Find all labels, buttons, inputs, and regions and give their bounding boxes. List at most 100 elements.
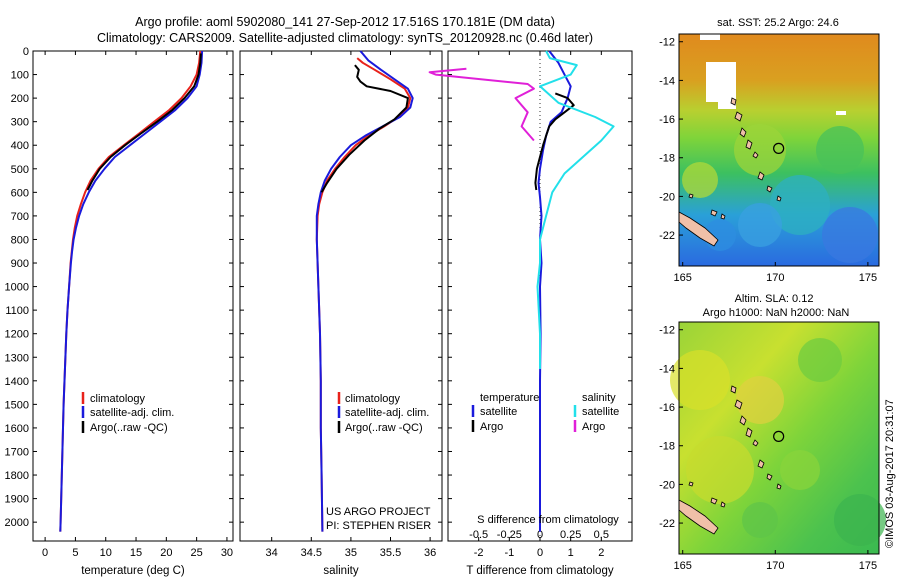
x-tick-label: 35 <box>345 547 357 559</box>
lat-tick-label: -14 <box>659 363 675 375</box>
legend-label-temp-argo: Argo <box>480 421 503 433</box>
lat-tick-label: -22 <box>659 518 675 530</box>
x-tick-label: 2 <box>598 547 604 559</box>
project-annotation: US ARGO PROJECT <box>326 506 431 518</box>
s-diff-tick-label: -0.25 <box>497 529 522 541</box>
salinity-panel: 34 34.5 35 35.5 36 <box>240 50 442 559</box>
lat-tick-label: -14 <box>659 75 675 87</box>
island-outline <box>720 213 726 220</box>
depth-tick-label: 1100 <box>5 305 29 317</box>
depth-tick-label: 0 <box>23 46 29 58</box>
s-diff-tick-label: 0.5 <box>594 529 609 541</box>
island-outline <box>710 497 718 505</box>
imos-credit: ©IMOS 03-Aug-2017 20:31:07 <box>884 399 896 548</box>
salinity-legend: climatology satellite-adj. clim. Argo(..… <box>337 392 429 434</box>
island-outline <box>678 211 719 247</box>
x-tick-label: 34 <box>266 547 278 559</box>
sla-patch <box>736 376 784 424</box>
x-tick-label: -1 <box>504 547 514 559</box>
lat-tick-label: -20 <box>659 479 675 491</box>
island-outline <box>757 171 765 181</box>
lat-tick-label: -12 <box>659 37 675 49</box>
series-line-satellite-adj-clim- <box>315 50 414 532</box>
argo-position-marker <box>773 142 785 154</box>
island-outline <box>766 473 773 481</box>
island-outline <box>752 151 759 159</box>
depth-tick-label: 500 <box>11 164 29 176</box>
s-difference-axis-label: S difference from climatology <box>477 514 619 526</box>
island-outline <box>757 459 765 469</box>
x-tick-label: 34.5 <box>301 547 322 559</box>
s-diff-tick-label: -0.5 <box>469 529 488 541</box>
lon-tick-label: 175 <box>859 560 877 572</box>
lat-tick-label: -12 <box>659 325 675 337</box>
sst-patch <box>816 126 864 174</box>
island-outline <box>730 385 737 394</box>
depth-axis-labels: 0 100 200 300 400 500 600 700 800 900 1000 1100 1200… <box>5 46 29 529</box>
series-line-satellite-adj-clim- <box>59 50 204 532</box>
sst-field-patches <box>682 124 878 263</box>
temperature-panel-frame <box>32 50 234 542</box>
legend-label-satellite: satellite-adj. clim. <box>345 407 429 419</box>
legend-label-argo: Argo(..raw -QC) <box>90 422 168 434</box>
x-tick-label: 1 <box>568 547 574 559</box>
legend-label-climatology: climatology <box>345 393 401 405</box>
depth-tick-label: 300 <box>11 117 29 129</box>
sst-patch <box>738 203 782 247</box>
island-outline <box>678 499 719 535</box>
x-tick-label: 15 <box>130 547 142 559</box>
depth-tick-label: 1700 <box>5 446 29 458</box>
island-outline <box>710 209 718 217</box>
s-diff-tick-label: 0.25 <box>560 529 581 541</box>
sla-patch <box>670 350 730 410</box>
lon-tick-label: 175 <box>859 272 877 284</box>
difference-legend: temperature salinity satellite Argo sate… <box>471 392 619 433</box>
legend-label-temp-satellite: satellite <box>480 406 517 418</box>
sla-patch <box>742 502 778 538</box>
depth-tick-label: 1000 <box>5 282 29 294</box>
series-line-argo-raw-qc- <box>86 53 202 191</box>
sla-map-axes: 165 170 175 -12 -14 -16 -18 -20 -22 <box>659 325 877 572</box>
island-outline <box>776 483 782 490</box>
depth-tick-label: 900 <box>11 258 29 270</box>
island-outline <box>688 481 694 487</box>
lon-tick-label: 170 <box>766 560 784 572</box>
depth-tick-label: 600 <box>11 187 29 199</box>
sst-map-frame <box>678 33 880 267</box>
sla-map-subtitle: Argo h1000: NaN h2000: NaN <box>703 307 850 319</box>
x-tick-label: 30 <box>221 547 233 559</box>
sla-patch <box>686 436 754 504</box>
depth-tick-label: 700 <box>11 211 29 223</box>
legend-label-argo: Argo(..raw -QC) <box>345 422 423 434</box>
sst-patch <box>822 207 878 263</box>
pi-annotation: PI: STEPHEN RISER <box>326 520 431 532</box>
figure-title-line1: Argo profile: aoml 5902080_141 27-Sep-20… <box>135 15 555 29</box>
x-tick-label: 25 <box>191 547 203 559</box>
lon-tick-label: 165 <box>674 272 692 284</box>
x-tick-label: -2 <box>474 547 484 559</box>
depth-tick-label: 1800 <box>5 470 29 482</box>
sst-patch <box>734 124 786 176</box>
salinity-axis-label: salinity <box>323 565 358 577</box>
sla-map <box>670 321 886 555</box>
series-line-climatology <box>59 50 202 532</box>
island-outline <box>745 427 753 438</box>
sla-map-frame <box>678 321 880 555</box>
temperature-panel: 0 5 10 15 20 25 30 <box>33 50 233 559</box>
series-line-climatology <box>315 57 412 532</box>
depth-tick-label: 1300 <box>5 352 29 364</box>
legend-header-temperature: temperature <box>480 392 539 404</box>
island-outline <box>734 399 743 410</box>
island-outline <box>766 185 773 193</box>
sst-cloud-mask <box>700 34 720 40</box>
series-line-temperature-satellite <box>537 50 572 532</box>
sla-patch <box>834 494 886 546</box>
x-tick-label: 0 <box>537 547 543 559</box>
argo-position-marker <box>773 430 785 442</box>
temperature-legend: climatology satellite-adj. clim. Argo(..… <box>81 392 174 434</box>
island-outline <box>688 193 694 199</box>
legend-header-salinity: salinity <box>582 392 616 404</box>
depth-tick-label: 1500 <box>5 399 29 411</box>
sst-patch <box>682 162 718 198</box>
